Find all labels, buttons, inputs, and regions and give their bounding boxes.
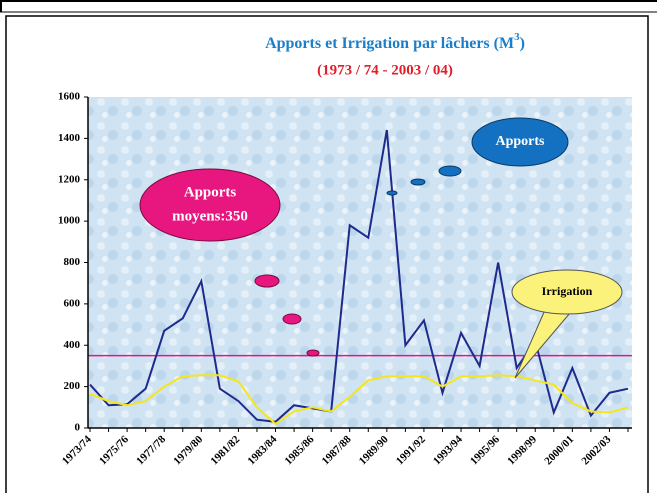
annotation-line: moyens:350	[172, 208, 248, 224]
chart-subtitle: (1973 / 74 - 2003 / 04)	[317, 62, 453, 78]
title-main: Apports et Irrigation par lâchers (M	[265, 35, 514, 52]
y-tick-label: 0	[75, 422, 81, 434]
y-tick-label: 600	[64, 297, 81, 309]
y-tick-label: 1600	[58, 91, 81, 103]
y-tick-label: 1200	[58, 173, 81, 185]
apports-cloud	[386, 117, 569, 196]
annotation-line: Apports	[184, 184, 237, 200]
y-tick-label: 1000	[58, 215, 81, 227]
mean-cloud	[139, 168, 320, 357]
series-line	[89, 129, 629, 423]
y-tick-label: 400	[64, 339, 81, 351]
y-tick-label: 1400	[58, 132, 81, 144]
chart-frame	[5, 15, 649, 493]
chart-title: Apports et Irrigation par lâchers (M3)	[265, 31, 525, 52]
y-tick-label: 800	[64, 256, 81, 268]
legend-apports: Apports	[495, 134, 545, 149]
series-line	[89, 374, 629, 426]
title-sup: 3	[514, 31, 520, 43]
legend-irrigation: Irrigation	[542, 284, 593, 298]
y-tick-label: 200	[64, 380, 81, 392]
title-end: )	[520, 35, 525, 52]
irrigation-callout	[511, 269, 623, 379]
